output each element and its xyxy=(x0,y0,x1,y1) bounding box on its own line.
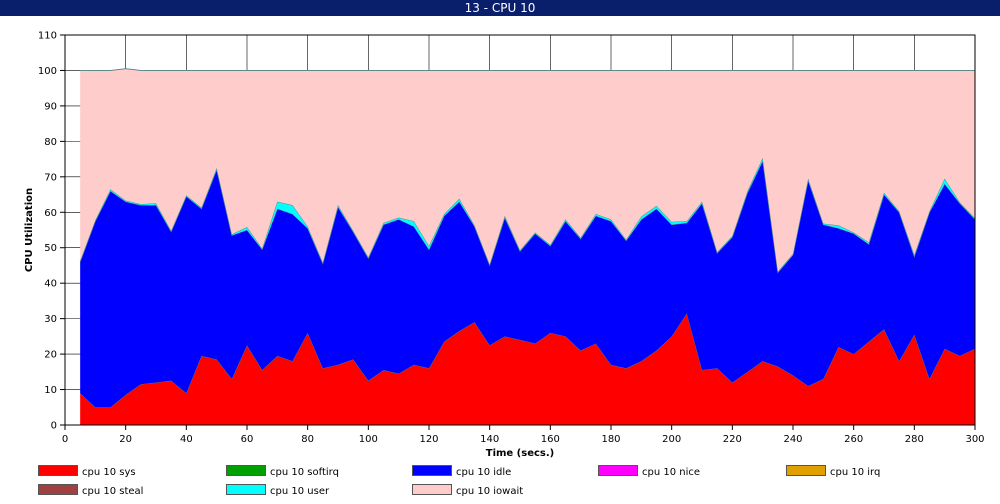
x-tick-label-6: 120 xyxy=(419,434,438,445)
y-tick-label-5: 50 xyxy=(44,243,57,254)
plot-frame xyxy=(64,34,976,426)
x-tick-label-5: 100 xyxy=(359,434,378,445)
legend-swatch xyxy=(786,465,826,476)
x-tick-label-8: 160 xyxy=(541,434,560,445)
legend-swatch xyxy=(38,465,78,476)
legend-label: cpu 10 idle xyxy=(456,467,512,478)
legend-swatch xyxy=(598,465,638,476)
y-tick-label-8: 80 xyxy=(44,137,57,148)
legend-label: cpu 10 irq xyxy=(830,467,881,478)
series-area-2 xyxy=(80,160,976,408)
legend-label: cpu 10 steal xyxy=(82,486,144,497)
x-tick-label-13: 260 xyxy=(844,434,863,445)
x-tick-label-9: 180 xyxy=(601,434,620,445)
legend-item-4: cpu 10 irq xyxy=(786,465,880,479)
x-axis-label: Time (secs.) xyxy=(486,448,555,459)
series-area-0 xyxy=(80,313,976,425)
legend-item-6: cpu 10 user xyxy=(226,484,329,498)
cpu-utilization-chart: 0 10 20 30 40 50 60 70 80 90 100 110 0 20 40 60 80 100 120… xyxy=(24,31,985,460)
legend-item-1: cpu 10 softirq xyxy=(226,465,339,479)
y-tick-label-9: 90 xyxy=(44,101,57,112)
x-tick-label-7: 140 xyxy=(480,434,499,445)
legend-item-3: cpu 10 nice xyxy=(598,465,700,479)
y-tick-label-3: 30 xyxy=(44,314,57,325)
legend-swatch xyxy=(226,484,266,495)
series-edge-7 xyxy=(80,68,975,71)
legend-item-0: cpu 10 sys xyxy=(38,465,136,479)
y-tick-label-6: 60 xyxy=(44,208,57,219)
x-tick-label-14: 280 xyxy=(905,434,924,445)
x-tick-label-0: 0 xyxy=(62,434,68,445)
legend-swatch xyxy=(226,465,266,476)
series-areas xyxy=(79,68,976,425)
x-tick-label-12: 240 xyxy=(783,434,802,445)
x-tick-label-2: 40 xyxy=(180,434,193,445)
legend-label: cpu 10 user xyxy=(270,486,330,497)
legend-item-2: cpu 10 idle xyxy=(412,465,511,479)
legend-swatch xyxy=(412,465,452,476)
x-tick-label-11: 220 xyxy=(723,434,742,445)
legend-label: cpu 10 sys xyxy=(82,467,136,478)
window-title: 13 - CPU 10 xyxy=(0,0,1000,16)
axis-ticks: 0 10 20 30 40 50 60 70 80 90 100 110 0 20 40 60 80 100 120… xyxy=(38,31,985,446)
y-tick-label-4: 40 xyxy=(44,279,57,290)
x-tick-label-10: 200 xyxy=(662,434,681,445)
x-tick-label-3: 60 xyxy=(241,434,254,445)
legend-swatch xyxy=(38,484,78,495)
x-tick-label-4: 80 xyxy=(301,434,314,445)
y-tick-label-11: 110 xyxy=(38,31,57,42)
legend-label: cpu 10 nice xyxy=(642,467,701,478)
y-tick-label-10: 100 xyxy=(38,66,57,77)
legend-swatch xyxy=(412,484,452,495)
y-tick-label-2: 20 xyxy=(44,350,57,361)
legend-label: cpu 10 softirq xyxy=(270,467,339,478)
y-axis-label: CPU Utilization xyxy=(24,188,35,272)
y-tick-label-7: 70 xyxy=(44,172,57,183)
legend-label: cpu 10 iowait xyxy=(456,486,524,497)
legend-item-5: cpu 10 steal xyxy=(38,484,143,498)
legend-item-7: cpu 10 iowait xyxy=(412,484,523,498)
y-tick-label-0: 0 xyxy=(51,421,57,432)
y-tick-label-1: 10 xyxy=(44,385,57,396)
x-tick-label-1: 20 xyxy=(119,434,132,445)
series-area-7 xyxy=(80,68,976,272)
x-tick-label-15: 300 xyxy=(965,434,984,445)
